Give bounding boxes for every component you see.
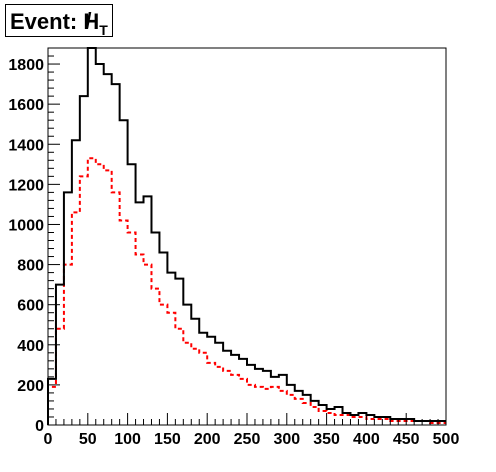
histogram-bin [112,84,120,425]
histogram-bin [72,140,80,425]
series-dashed [47,157,446,425]
histogram-bin [247,365,255,425]
histogram-bin [159,253,167,425]
y-tick-label: 600 [17,298,44,315]
histogram-bin [382,417,390,425]
histogram-line [47,157,446,425]
histogram-bin [207,337,215,425]
chart-title-variable-letter: H [83,9,100,34]
histogram-bin [80,96,88,425]
histogram-bin [390,419,398,425]
histogram-bin [374,417,382,425]
histogram-bin [191,319,199,425]
ticks-layer [47,47,447,426]
histogram-bin [175,279,183,425]
histogram-bin [64,192,72,425]
histogram-bin [239,359,247,425]
histogram-bin [104,74,112,425]
x-tick-label: 200 [194,431,221,448]
y-tick-label: 1200 [8,177,44,194]
x-tick-label: 350 [313,431,340,448]
x-tick-label: 500 [433,431,460,448]
y-tick-label: 1800 [8,57,44,74]
histogram-bin [151,232,159,425]
y-tick-label: 800 [17,258,44,275]
chart-title-prefix: Event: [10,9,84,34]
x-tick-label: 400 [353,431,380,448]
y-tick-label: 1400 [8,137,44,154]
histogram-bin [295,391,303,425]
x-tick-label: 50 [79,431,97,448]
x-tick-label: 450 [393,431,420,448]
histogram-bin [136,202,144,425]
y-tick-label: 0 [35,418,44,435]
histogram-bin [422,421,430,425]
histogram-bin [335,407,343,425]
histogram-bin [430,421,438,425]
histogram-bin [199,333,207,425]
histogram-bin [183,305,191,425]
chart-title-slash: / [85,8,92,33]
histogram-bin [366,415,374,425]
histogram-bin [231,355,239,425]
histogram-bin [311,401,319,425]
x-tick-label: 150 [154,431,181,448]
histogram-bin [271,377,279,425]
chart-title-subscript: T [99,22,108,38]
histogram-bin [96,64,104,425]
chart-title: Event: H / T [5,4,113,38]
x-tick-label: 300 [273,431,300,448]
histogram-bin [48,379,56,425]
histogram-bin [303,395,311,425]
histogram-bin [128,164,136,425]
histogram-bin [287,385,295,425]
histogram-bin [279,375,287,425]
histogram-bin [327,409,335,425]
x-tick-label: 100 [114,431,141,448]
histogram-bin [414,421,422,425]
labels-layer: 0 50 100 150 200 250 300 350 400 450 500 0 200 400 600… [8,57,459,448]
x-tick-label: 250 [234,431,261,448]
histogram-bin [358,413,366,425]
histogram-bin [350,415,358,425]
histogram-bin [144,196,152,425]
histogram-bin [88,48,96,425]
y-tick-label: 1600 [8,97,44,114]
histogram-line [47,47,446,425]
histogram-bin [263,371,271,425]
histogram-bin [167,273,175,425]
series-solid [47,47,446,425]
y-tick-label: 1000 [8,217,44,234]
y-tick-label: 400 [17,338,44,355]
chart-title-variable: H / [83,5,99,38]
series-layer [47,47,446,425]
histogram-bin [215,343,223,425]
histogram-bin [406,419,414,425]
histogram-bin [255,369,263,425]
x-tick-label: 0 [44,431,53,448]
histogram-bin [319,405,327,425]
histogram-bin [398,419,406,425]
y-tick-label: 200 [17,378,44,395]
histogram-bin [438,421,446,425]
histogram-bin [56,285,64,425]
histogram-bin [343,413,351,425]
histogram-bin [223,351,231,425]
histogram-bin [120,120,128,425]
